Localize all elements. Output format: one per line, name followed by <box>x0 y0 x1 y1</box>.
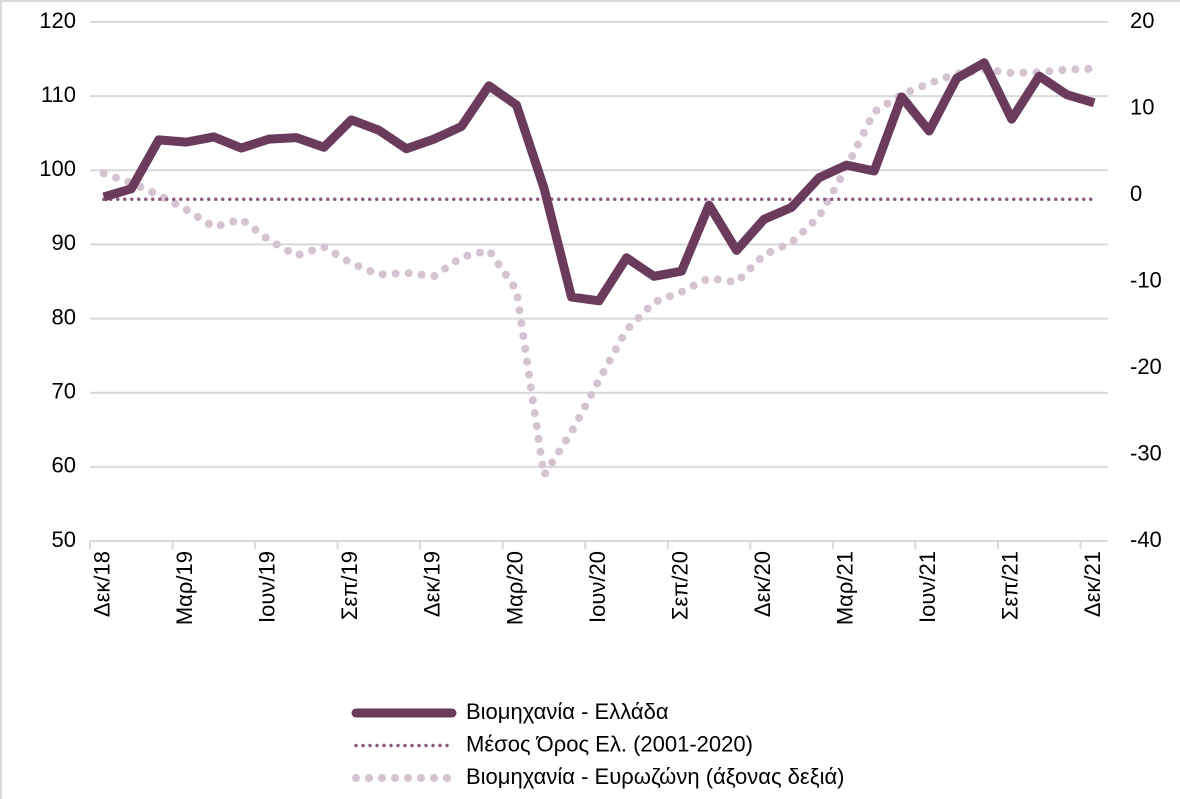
series-line <box>99 64 1099 487</box>
x-tick-label: Μαρ/21 <box>832 551 857 625</box>
x-tick-label: Σεπ/19 <box>337 551 362 620</box>
y-tick-label: 70 <box>52 379 76 404</box>
x-tick-label: Δεκ/18 <box>90 551 115 617</box>
legend-label: Βιομηχανία - Ευρωζώνη (άξονας δεξιά) <box>466 764 845 789</box>
x-tick-label: Δεκ/20 <box>750 551 775 617</box>
x-tick-label: Ιουν/20 <box>585 551 610 623</box>
y-tick-label: 60 <box>52 453 76 478</box>
y-tick-label: 120 <box>39 8 76 33</box>
legend-label: Βιομηχανία - Ελλάδα <box>466 699 669 724</box>
y-tick-label: 110 <box>41 82 76 107</box>
legend-label: Μέσος Όρος Ελ. (2001-2020) <box>466 731 753 756</box>
x-tick-label: Δεκ/21 <box>1080 551 1105 617</box>
x-tick-label: Μαρ/20 <box>502 551 527 625</box>
y2-tick-label: 10 <box>1130 94 1154 119</box>
y2-tick-label: -20 <box>1130 354 1162 379</box>
y2-tick-label: 20 <box>1130 8 1154 33</box>
x-tick-label: Σεπ/21 <box>998 551 1023 620</box>
series-line <box>102 58 1096 306</box>
x-tick-label: Δεκ/19 <box>420 551 445 617</box>
y-tick-label: 50 <box>52 527 76 552</box>
y-tick-label: 90 <box>52 230 76 255</box>
y2-tick-label: -30 <box>1130 440 1162 465</box>
y-tick-label: 100 <box>39 156 76 181</box>
x-tick-label: Ιουν/19 <box>255 551 280 623</box>
y2-tick-label: 0 <box>1130 181 1142 206</box>
x-tick-label: Ιουν/21 <box>915 551 940 623</box>
x-tick-label: Μαρ/19 <box>172 551 197 625</box>
y-tick-label: 80 <box>52 304 76 329</box>
y2-tick-label: -10 <box>1130 267 1162 292</box>
y2-tick-label: -40 <box>1130 527 1162 552</box>
x-tick-label: Σεπ/20 <box>667 551 692 620</box>
